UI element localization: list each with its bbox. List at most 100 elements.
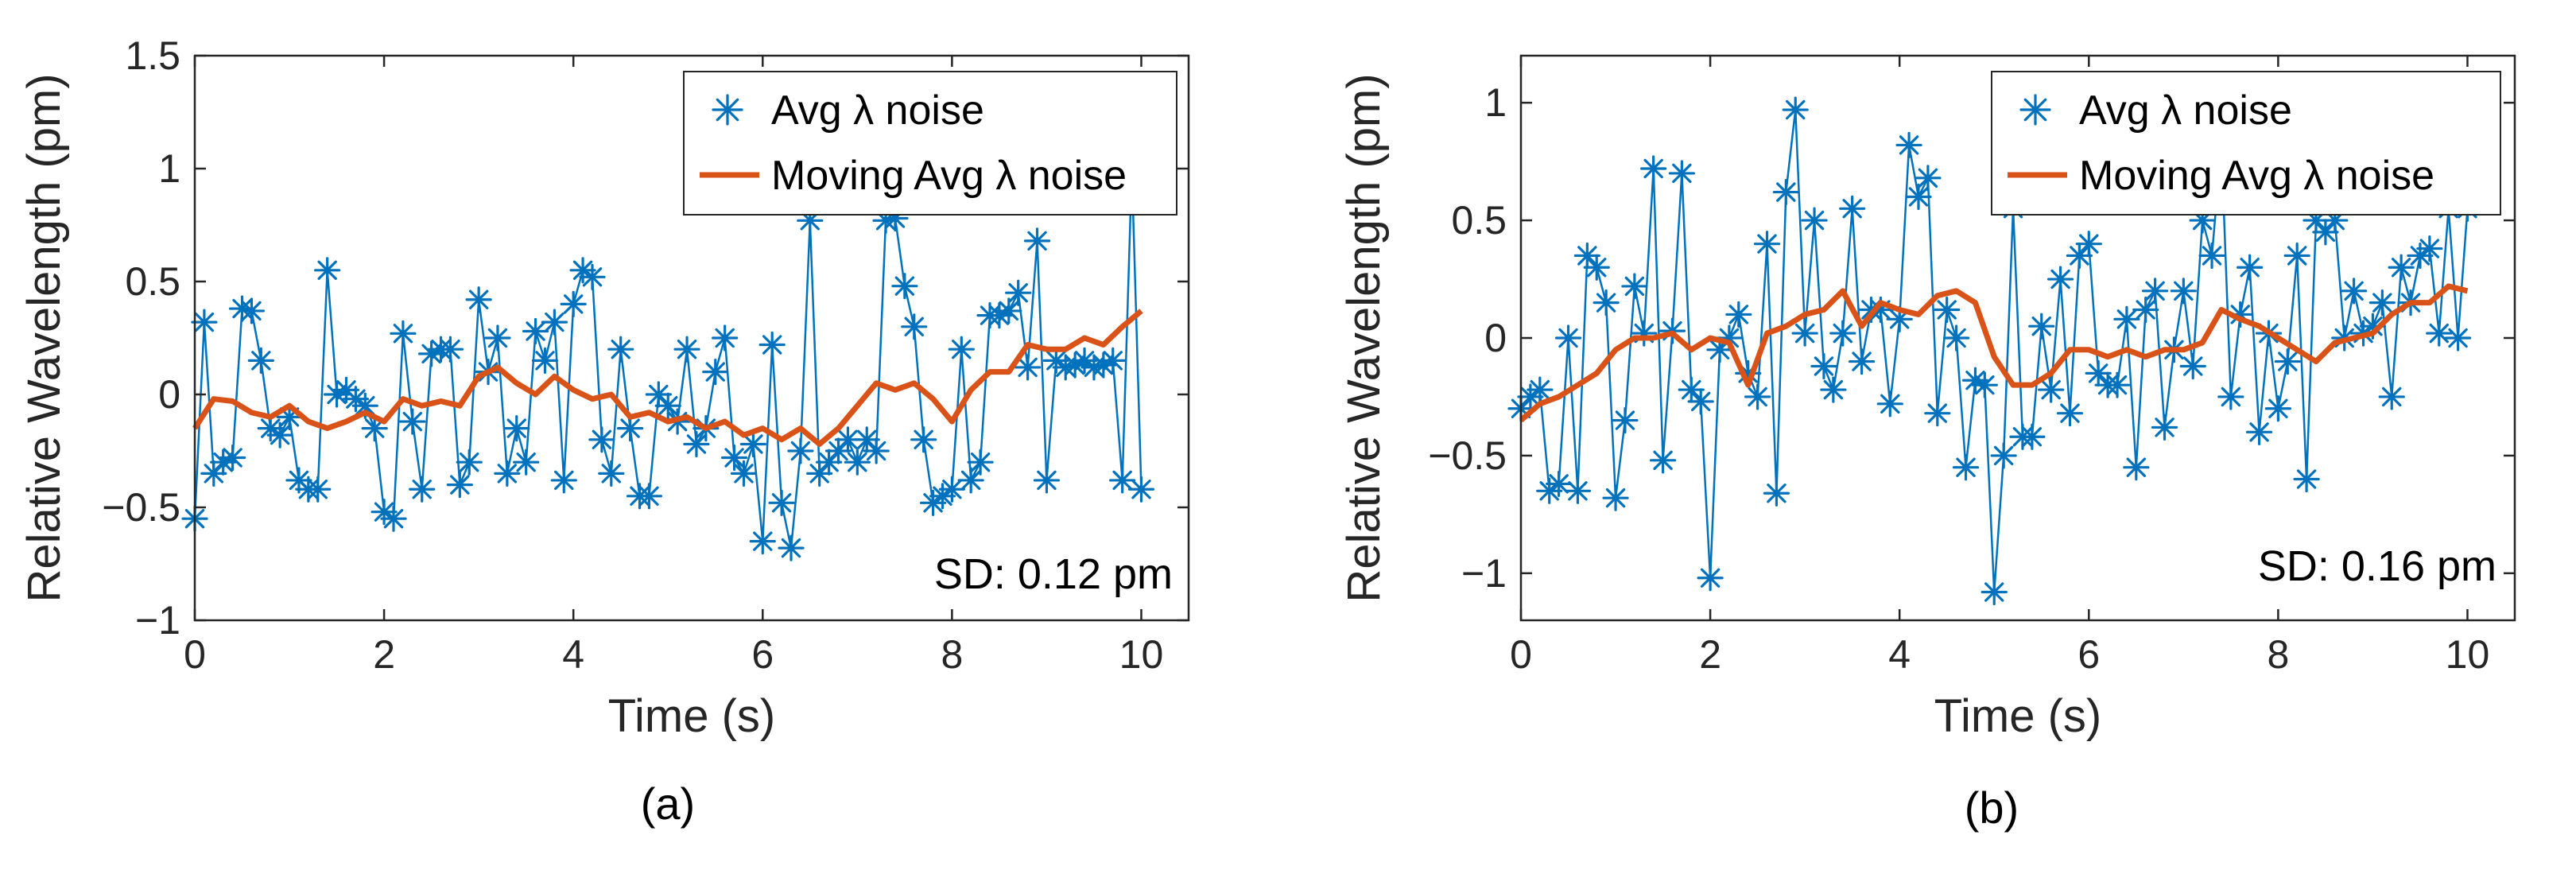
- avg-noise-point-a-63: [778, 534, 805, 561]
- legend-entry-moving-avg-b: Moving Avg λ noise: [2079, 153, 2434, 199]
- legend-entry-moving-avg-a: Moving Avg λ noise: [771, 153, 1127, 199]
- y-tick-label-a-0.5: 0.5: [125, 259, 180, 304]
- series-layer-a: [181, 155, 1155, 561]
- avg-noise-markers-a: [181, 155, 1155, 561]
- avg-noise-point-a-42: [579, 263, 606, 290]
- legend-a: Avg λ noise Moving Avg λ noise: [683, 71, 1177, 216]
- avg-noise-point-b-4: [1546, 470, 1573, 498]
- avg-noise-point-b-41: [1895, 131, 1922, 159]
- avg-noise-point-a-4: [219, 444, 246, 472]
- avg-noise-point-a-87: [1005, 279, 1032, 306]
- avg-noise-point-a-13: [305, 476, 332, 503]
- avg-noise-point-b-8: [1583, 254, 1610, 281]
- y-tick-label-b-0: 0: [1484, 316, 1507, 360]
- avg-noise-point-b-80: [2264, 395, 2291, 422]
- avg-noise-point-b-15: [1649, 447, 1677, 474]
- avg-noise-point-b-5: [1554, 324, 1582, 351]
- avg-noise-point-a-64: [787, 437, 814, 464]
- avg-noise-point-b-17: [1668, 160, 1695, 187]
- avg-noise-point-a-81: [948, 336, 975, 363]
- avg-noise-point-b-95: [2407, 242, 2434, 270]
- avg-noise-point-a-46: [617, 414, 644, 442]
- avg-noise-point-a-98: [1109, 467, 1136, 494]
- avg-noise-point-b-49: [1971, 371, 1998, 398]
- avg-noise-point-b-36: [1848, 348, 1876, 375]
- avg-noise-point-b-55: [2028, 313, 2055, 340]
- x-tick-label-b-8: 8: [2267, 632, 2289, 677]
- avg-noise-point-b-58: [2056, 400, 2084, 427]
- avg-noise-point-b-51: [1990, 442, 2017, 469]
- avg-noise-point-a-28: [446, 471, 473, 499]
- moving-avg-line-b: [1519, 283, 2469, 423]
- avg-noise-point-a-23: [399, 408, 426, 435]
- avg-noise-point-a-30: [465, 286, 492, 313]
- avg-noise-point-a-2: [200, 460, 227, 487]
- avg-noise-point-a-39: [550, 467, 577, 494]
- avg-noise-point-a-97: [1100, 347, 1127, 374]
- avg-noise-point-a-22: [390, 320, 417, 347]
- avg-noise-point-a-6: [238, 297, 266, 324]
- sd-annotation-b: SD: 0.16 pm: [2258, 542, 2496, 590]
- avg-noise-point-b-93: [2388, 254, 2415, 281]
- legend-asterisk-icon-a: [712, 94, 743, 126]
- avg-noise-point-a-70: [844, 449, 871, 476]
- avg-noise-point-b-45: [1934, 296, 1961, 324]
- avg-noise-point-a-55: [702, 359, 729, 386]
- avg-noise-point-a-67: [816, 449, 843, 476]
- caption-b: (b): [1965, 783, 2019, 833]
- avg-noise-markers-b: [1507, 96, 2481, 606]
- avg-noise-point-b-56: [2038, 376, 2065, 403]
- chart-panel-b: 0 2 4 6 8 10 −1 −0.5 0 0.5 1 Time (s) Relative Wav…: [1338, 54, 2516, 833]
- avg-noise-point-b-70: [2170, 278, 2197, 305]
- moving-avg-line-a: [192, 309, 1143, 447]
- avg-noise-point-a-79: [929, 483, 956, 510]
- avg-noise-point-a-59: [739, 430, 766, 458]
- avg-noise-point-b-92: [2378, 383, 2405, 410]
- avg-noise-point-a-71: [853, 426, 880, 453]
- avg-noise-point-a-88: [1014, 354, 1042, 381]
- avg-noise-point-a-14: [314, 257, 341, 284]
- avg-noise-point-b-61: [2085, 359, 2112, 386]
- avg-noise-point-a-86: [995, 297, 1022, 324]
- y-tick-label-b--1: −1: [1461, 551, 1507, 596]
- avg-noise-point-a-89: [1023, 227, 1051, 254]
- legend-box-a: [683, 71, 1177, 216]
- ticks-a: 0 2 4 6 8 10 −1 −0.5 0 0.5 1 1.5: [102, 33, 1189, 677]
- avg-noise-point-b-75: [2217, 383, 2244, 410]
- avg-noise-point-b-43: [1915, 165, 1942, 192]
- legend-box-b: [1991, 71, 2501, 216]
- avg-noise-point-a-52: [673, 336, 700, 363]
- avg-noise-point-b-32: [1810, 352, 1837, 380]
- avg-noise-point-b-9: [1593, 289, 1620, 317]
- avg-noise-point-a-33: [494, 460, 521, 487]
- y-axis-label-a: Relative Wavelength (pm): [18, 73, 70, 602]
- x-axis-label-a: Time (s): [608, 690, 775, 742]
- y-tick-label-a--0.5: −0.5: [102, 485, 180, 530]
- y-tick-label-b--0.5: −0.5: [1428, 433, 1507, 478]
- avg-noise-point-a-72: [863, 437, 890, 464]
- avg-noise-point-a-90: [1033, 467, 1061, 494]
- avg-noise-point-b-65: [2123, 454, 2150, 481]
- avg-noise-point-b-11: [1612, 406, 1639, 434]
- avg-noise-point-a-100: [1127, 476, 1155, 503]
- x-tick-label-b-10: 10: [2446, 632, 2490, 677]
- x-tick-label-a-10: 10: [1119, 632, 1164, 677]
- x-tick-label-a-4: 4: [562, 632, 584, 677]
- avg-noise-point-a-1: [191, 309, 218, 336]
- x-tick-label-a-2: 2: [373, 632, 395, 677]
- avg-noise-point-a-49: [645, 381, 672, 408]
- avg-noise-point-a-38: [541, 309, 568, 336]
- avg-noise-point-a-36: [522, 317, 549, 345]
- avg-noise-point-b-10: [1602, 484, 1629, 511]
- avg-noise-point-b-7: [1573, 242, 1600, 270]
- avg-noise-point-a-15: [323, 381, 351, 408]
- avg-noise-point-b-83: [2293, 465, 2320, 493]
- legend-asterisk-icon-b: [2019, 94, 2051, 126]
- series-layer-b: [1507, 96, 2481, 606]
- avg-noise-point-a-37: [531, 347, 559, 374]
- avg-noise-point-a-40: [560, 290, 587, 317]
- avg-noise-point-b-60: [2075, 231, 2102, 258]
- avg-noise-point-b-44: [1924, 400, 1951, 427]
- avg-noise-point-b-77: [2237, 254, 2264, 281]
- avg-noise-point-b-2: [1527, 376, 1554, 403]
